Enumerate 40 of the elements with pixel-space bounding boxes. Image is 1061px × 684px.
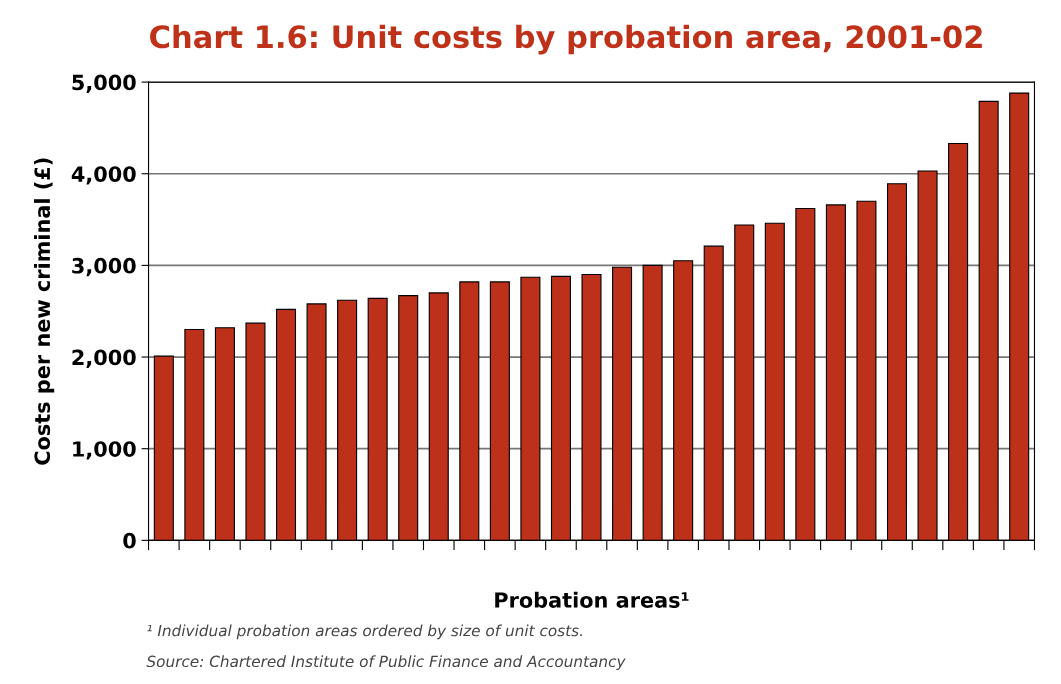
bar: [337, 299, 358, 541]
source-note: Source: Chartered Institute of Public Finance and Accountancy: [146, 655, 626, 671]
y-tick-label: 3,000: [72, 257, 136, 277]
bar: [917, 170, 938, 541]
chart-title: Chart 1.6: Unit costs by probation area, 2001-02: [150, 24, 982, 55]
x-axis-title: Probation areas¹: [495, 591, 689, 608]
bar: [245, 322, 266, 541]
text: ¹ Individual probation areas ordered by size of unit costs.: [147, 624, 582, 640]
bar: [550, 275, 571, 541]
bar: [275, 308, 297, 541]
bar: [764, 222, 785, 541]
bar: [856, 200, 877, 541]
bar: [214, 327, 235, 541]
bar: [153, 355, 174, 541]
y-tick-label: 5,000: [72, 74, 136, 93]
bar: [642, 264, 663, 541]
bar: [306, 303, 327, 541]
bar: [825, 204, 846, 541]
bar: [673, 260, 694, 541]
bar: [398, 295, 419, 541]
bar: [886, 183, 908, 541]
bar: [734, 224, 755, 541]
y-tick-label: 4,000: [71, 166, 136, 185]
bar: [978, 100, 999, 541]
bar: [703, 245, 724, 541]
y-tick-label: 1,000: [73, 441, 136, 460]
bar: [459, 281, 480, 541]
bar: [520, 276, 541, 541]
bar: [1009, 92, 1030, 541]
bar: [581, 274, 602, 541]
bar: [795, 208, 816, 541]
bar: [489, 281, 510, 541]
bar: [428, 292, 449, 541]
bar: [184, 328, 205, 541]
y-axis-title: Costs per new criminal (£): [34, 158, 55, 465]
bar: [367, 297, 388, 541]
bar: [948, 142, 969, 541]
y-tick-label: 2,000: [72, 349, 136, 368]
y-tick-label: 0: [123, 532, 136, 549]
bar: [612, 266, 633, 541]
